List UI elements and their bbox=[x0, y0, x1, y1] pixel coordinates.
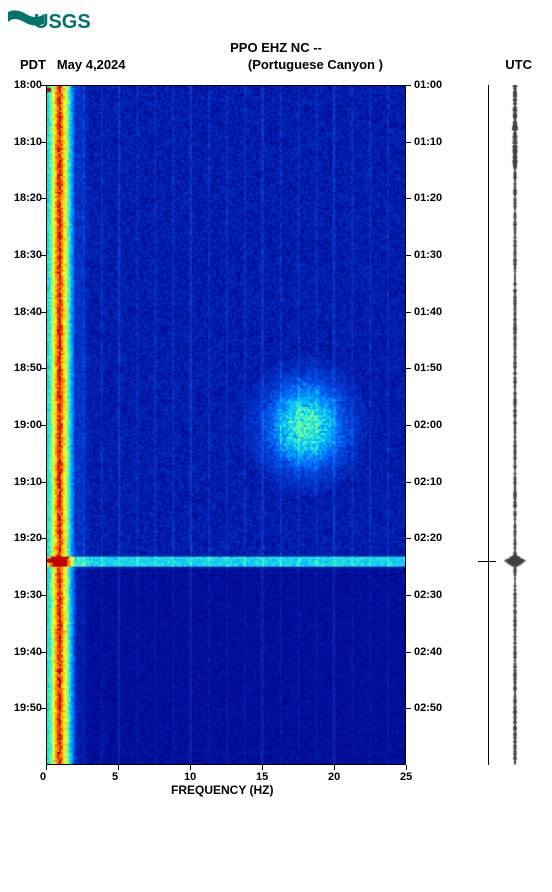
x-axis-label: FREQUENCY (HZ) bbox=[171, 783, 273, 797]
ytick-right: 01:00 bbox=[414, 79, 442, 91]
ytick-mark-right bbox=[406, 595, 411, 596]
ytick-right: 01:20 bbox=[414, 192, 442, 204]
xtick-label: 5 bbox=[112, 771, 118, 783]
tz-left: PDT bbox=[20, 57, 46, 72]
spectrogram-canvas bbox=[47, 86, 405, 764]
ytick-left: 18:50 bbox=[4, 362, 42, 374]
xtick-mark bbox=[118, 765, 119, 770]
xtick-label: 25 bbox=[400, 771, 412, 783]
station-line: PPO EHZ NC -- bbox=[0, 40, 552, 55]
ytick-left: 18:00 bbox=[4, 79, 42, 91]
xtick-label: 0 bbox=[40, 771, 46, 783]
ytick-left: 18:40 bbox=[4, 306, 42, 318]
ytick-left: 19:10 bbox=[4, 476, 42, 488]
ytick-right: 01:50 bbox=[414, 362, 442, 374]
ytick-left: 19:30 bbox=[4, 589, 42, 601]
side-tick bbox=[478, 561, 496, 562]
ytick-left: 18:20 bbox=[4, 192, 42, 204]
chart-header: PPO EHZ NC -- PDT May 4,2024 (Portuguese… bbox=[0, 40, 552, 72]
xtick-mark bbox=[46, 765, 47, 770]
ytick-left: 18:30 bbox=[4, 249, 42, 261]
ytick-right: 02:40 bbox=[414, 646, 442, 658]
ytick-right: 02:30 bbox=[414, 589, 442, 601]
ytick-left: 19:20 bbox=[4, 532, 42, 544]
xtick-mark bbox=[190, 765, 191, 770]
ytick-mark-right bbox=[406, 312, 411, 313]
ytick-mark-right bbox=[406, 85, 411, 86]
ytick-left: 19:00 bbox=[4, 419, 42, 431]
ytick-right: 02:10 bbox=[414, 476, 442, 488]
ytick-mark-right bbox=[406, 482, 411, 483]
ytick-right: 02:50 bbox=[414, 702, 442, 714]
ytick-left: 18:10 bbox=[4, 136, 42, 148]
station-name: (Portuguese Canyon ) bbox=[248, 57, 383, 72]
trace-canvas bbox=[490, 85, 540, 765]
ytick-mark-right bbox=[406, 538, 411, 539]
ytick-mark-right bbox=[406, 255, 411, 256]
usgs-text: USGS bbox=[34, 11, 91, 33]
usgs-logo: USGS bbox=[6, 6, 101, 34]
ytick-mark-right bbox=[406, 142, 411, 143]
ytick-right: 02:00 bbox=[414, 419, 442, 431]
xtick-label: 20 bbox=[328, 771, 340, 783]
tz-right: UTC bbox=[505, 57, 532, 72]
ytick-mark-right bbox=[406, 652, 411, 653]
side-axis bbox=[488, 85, 489, 765]
ytick-mark-right bbox=[406, 368, 411, 369]
ytick-mark-right bbox=[406, 198, 411, 199]
xtick-mark bbox=[334, 765, 335, 770]
ytick-right: 01:30 bbox=[414, 249, 442, 261]
ytick-left: 19:40 bbox=[4, 646, 42, 658]
ytick-right: 02:20 bbox=[414, 532, 442, 544]
xtick-label: 15 bbox=[256, 771, 268, 783]
xtick-label: 10 bbox=[184, 771, 196, 783]
xtick-mark bbox=[406, 765, 407, 770]
ytick-mark-right bbox=[406, 425, 411, 426]
xtick-mark bbox=[262, 765, 263, 770]
date-label: May 4,2024 bbox=[57, 57, 126, 72]
ytick-left: 19:50 bbox=[4, 702, 42, 714]
spectrogram-chart bbox=[46, 85, 406, 765]
side-trace bbox=[490, 85, 540, 765]
ytick-right: 01:10 bbox=[414, 136, 442, 148]
ytick-right: 01:40 bbox=[414, 306, 442, 318]
ytick-mark-right bbox=[406, 708, 411, 709]
